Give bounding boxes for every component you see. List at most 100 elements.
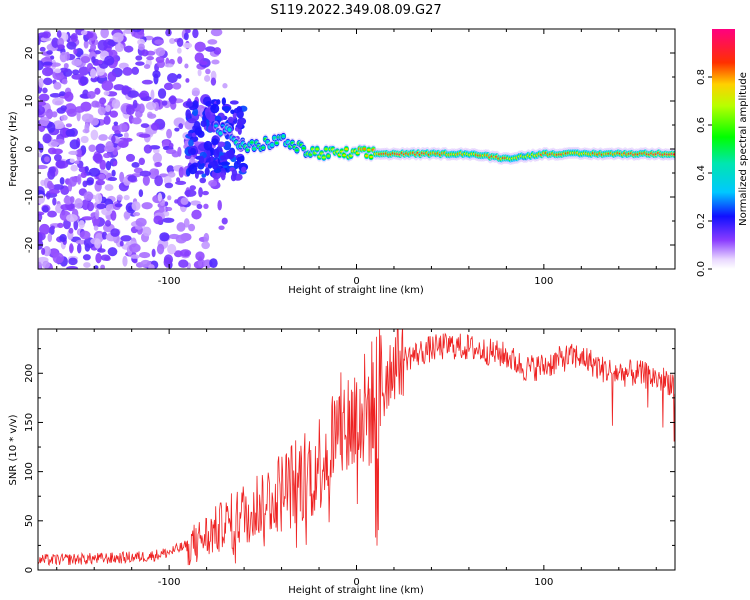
heatmap-cell bbox=[218, 132, 223, 135]
heatmap-cell bbox=[295, 149, 299, 152]
heatmap-cell bbox=[83, 191, 94, 201]
heatmap-cell bbox=[113, 160, 118, 167]
heatmap-cell bbox=[197, 68, 202, 77]
heatmap-cell bbox=[59, 51, 68, 63]
snr-plot-area bbox=[38, 329, 675, 567]
heatmap-cell bbox=[218, 225, 225, 230]
snr-y-tick-label: 50 bbox=[24, 514, 35, 527]
heatmap-cell bbox=[123, 132, 129, 139]
heatmap-cell bbox=[132, 99, 138, 109]
heatmap-cell bbox=[150, 122, 160, 131]
heatmap-cell bbox=[367, 148, 371, 151]
heatmap-cell bbox=[69, 243, 74, 254]
heatmap-cell bbox=[270, 144, 274, 147]
heatmap-cell bbox=[100, 29, 109, 39]
heatmap-cell bbox=[73, 48, 78, 55]
heatmap-cell bbox=[169, 37, 176, 44]
heatmap-cell bbox=[155, 47, 166, 57]
heatmap-cell bbox=[123, 45, 134, 53]
heatmap-cell bbox=[91, 56, 96, 64]
heatmap-cell bbox=[74, 160, 80, 165]
heatmap-cell bbox=[141, 49, 149, 57]
heatmap-cell bbox=[45, 108, 54, 120]
heatmap-cell bbox=[42, 61, 53, 66]
heatmap-cell bbox=[62, 127, 68, 138]
heatmap-cell bbox=[245, 148, 250, 151]
heatmap-cell bbox=[54, 68, 62, 74]
heatmap-cell bbox=[142, 226, 152, 237]
heatmap-cell bbox=[82, 254, 91, 261]
heatmap-cell bbox=[176, 37, 184, 47]
heatmap-cell bbox=[143, 64, 151, 70]
heatmap-cell bbox=[183, 32, 189, 41]
heatmap-cell bbox=[204, 46, 216, 52]
heatmap-cell bbox=[153, 215, 163, 225]
heatmap-cell bbox=[125, 105, 135, 116]
heatmap-cell bbox=[47, 210, 57, 218]
heatmap-cell bbox=[135, 55, 143, 61]
heatmap-cell bbox=[143, 144, 153, 154]
heatmap-cell bbox=[191, 209, 202, 220]
heatmap-cell bbox=[139, 252, 151, 259]
heatmap-cell bbox=[57, 44, 65, 50]
heatmap-cell bbox=[41, 260, 51, 269]
heatmap-cell bbox=[48, 166, 56, 174]
heatmap-cell bbox=[66, 41, 77, 50]
heatmap-cell bbox=[61, 78, 68, 85]
heatmap-cell bbox=[178, 259, 189, 268]
heatmap-x-tick-label: 0 bbox=[353, 276, 359, 287]
heatmap-cell bbox=[213, 148, 220, 159]
heatmap-cell bbox=[324, 148, 328, 151]
heatmap-cell bbox=[164, 211, 170, 217]
heatmap-cell bbox=[80, 172, 87, 178]
heatmap-cell bbox=[47, 233, 53, 243]
heatmap-cell bbox=[196, 203, 203, 210]
heatmap-cell bbox=[236, 109, 244, 119]
heatmap-cell bbox=[52, 97, 64, 106]
heatmap-cell bbox=[53, 81, 62, 90]
heatmap-cell bbox=[140, 123, 150, 128]
heatmap-cell bbox=[175, 234, 187, 244]
heatmap-cell bbox=[42, 245, 51, 257]
heatmap-cell bbox=[81, 113, 94, 123]
heatmap-cell bbox=[64, 91, 74, 102]
heatmap-cell bbox=[194, 52, 205, 63]
heatmap-cell bbox=[38, 77, 44, 88]
heatmap-cell bbox=[133, 30, 145, 39]
heatmap-cell bbox=[135, 61, 145, 66]
snr-x-tick-label: 0 bbox=[353, 577, 359, 588]
heatmap-cell bbox=[131, 117, 142, 125]
heatmap-cell bbox=[227, 116, 234, 123]
heatmap-cell bbox=[176, 73, 182, 79]
heatmap-cell bbox=[119, 171, 125, 183]
heatmap-cell bbox=[118, 123, 128, 133]
heatmap-cell bbox=[188, 139, 194, 147]
heatmap-cell bbox=[236, 156, 242, 165]
heatmap-cell bbox=[138, 133, 151, 138]
heatmap-cell bbox=[111, 124, 121, 132]
heatmap-cell bbox=[198, 187, 203, 198]
heatmap-cell bbox=[195, 170, 205, 175]
heatmap-cell bbox=[93, 225, 99, 231]
heatmap-cell bbox=[40, 36, 52, 42]
heatmap-cell bbox=[157, 88, 167, 99]
heatmap-cell bbox=[138, 157, 145, 166]
heatmap-cell bbox=[90, 43, 97, 51]
heatmap-cell bbox=[88, 144, 96, 152]
heatmap-cell bbox=[131, 66, 140, 75]
heatmap-cell bbox=[203, 140, 213, 151]
snr-x-ticks: -100 0 100 bbox=[56, 329, 657, 588]
heatmap-cell bbox=[230, 109, 235, 115]
heatmap-cell bbox=[137, 38, 146, 46]
heatmap-cell bbox=[205, 119, 210, 128]
heatmap-cell bbox=[65, 128, 76, 137]
heatmap-cell bbox=[78, 66, 89, 76]
heatmap-cell bbox=[209, 258, 218, 269]
heatmap-cell bbox=[79, 76, 89, 86]
heatmap-cell bbox=[70, 164, 78, 172]
heatmap-cell bbox=[148, 264, 155, 269]
heatmap-cell bbox=[53, 120, 65, 130]
heatmap-cell bbox=[202, 190, 209, 196]
heatmap-cell bbox=[77, 243, 82, 254]
heatmap-cell bbox=[231, 169, 238, 177]
